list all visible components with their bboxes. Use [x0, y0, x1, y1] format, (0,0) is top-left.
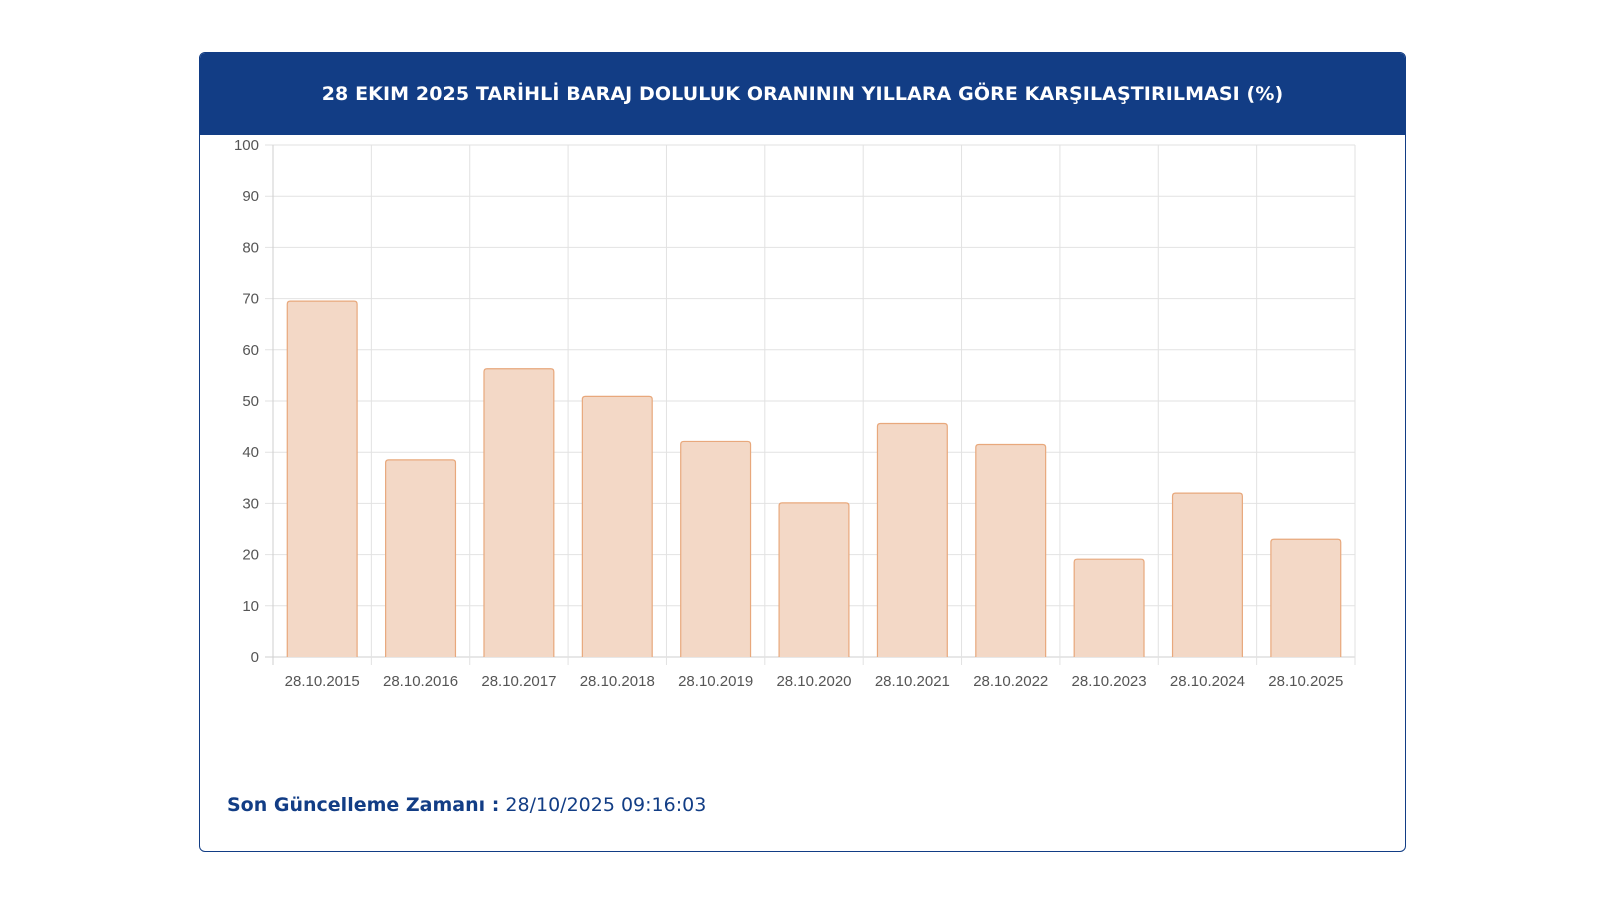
- y-tick-label: 40: [242, 444, 259, 461]
- bar: [680, 440, 752, 657]
- y-tick-label: 50: [242, 393, 259, 410]
- bar: [1073, 558, 1145, 657]
- y-tick-label: 60: [242, 342, 259, 359]
- last-update-value: 28/10/2025 09:16:03: [505, 794, 707, 816]
- y-tick-label: 30: [242, 495, 259, 512]
- last-update-label: Son Güncelleme Zamanı :: [227, 794, 500, 816]
- y-tick-label: 0: [251, 649, 259, 666]
- x-tick-label: 28.10.2021: [875, 673, 950, 690]
- x-tick-label: 28.10.2025: [1268, 673, 1343, 690]
- bar: [1171, 492, 1243, 657]
- y-tick-label: 90: [242, 188, 259, 205]
- bar: [286, 300, 358, 657]
- x-tick-label: 28.10.2019: [678, 673, 753, 690]
- y-tick-label: 10: [242, 598, 259, 615]
- x-tick-label: 28.10.2016: [383, 673, 458, 690]
- y-tick-label: 100: [234, 137, 259, 154]
- bar-chart: 0 10 20 30 40 50 60 70 80 90 100 28.10.2015 28.10.20…: [234, 137, 1356, 690]
- bar: [483, 368, 555, 657]
- bar: [385, 459, 457, 657]
- x-tick-label: 28.10.2015: [285, 673, 360, 690]
- x-tick-label: 28.10.2023: [1072, 673, 1147, 690]
- card-header: 28 EKIM 2025 TARİHLİ BARAJ DOLULUK ORANI…: [200, 53, 1405, 135]
- y-tick-label: 20: [242, 547, 259, 564]
- x-tick-label: 28.10.2022: [973, 673, 1048, 690]
- chart-title: 28 EKIM 2025 TARİHLİ BARAJ DOLULUK ORANI…: [321, 83, 1284, 105]
- last-update: Son Güncelleme Zamanı : 28/10/2025 09:16…: [227, 794, 706, 816]
- x-tick-label: 28.10.2024: [1170, 673, 1245, 690]
- bar: [778, 502, 850, 657]
- y-tick-label: 80: [242, 239, 259, 256]
- bar: [876, 422, 948, 657]
- bar: [581, 395, 653, 657]
- bar: [975, 443, 1047, 657]
- chart-card: 28 EKIM 2025 TARİHLİ BARAJ DOLULUK ORANI…: [199, 52, 1406, 852]
- y-tick-label: 70: [242, 291, 259, 308]
- x-tick-label: 28.10.2020: [776, 673, 851, 690]
- x-tick-label: 28.10.2017: [481, 673, 556, 690]
- bar: [1270, 538, 1342, 657]
- x-tick-label: 28.10.2018: [580, 673, 655, 690]
